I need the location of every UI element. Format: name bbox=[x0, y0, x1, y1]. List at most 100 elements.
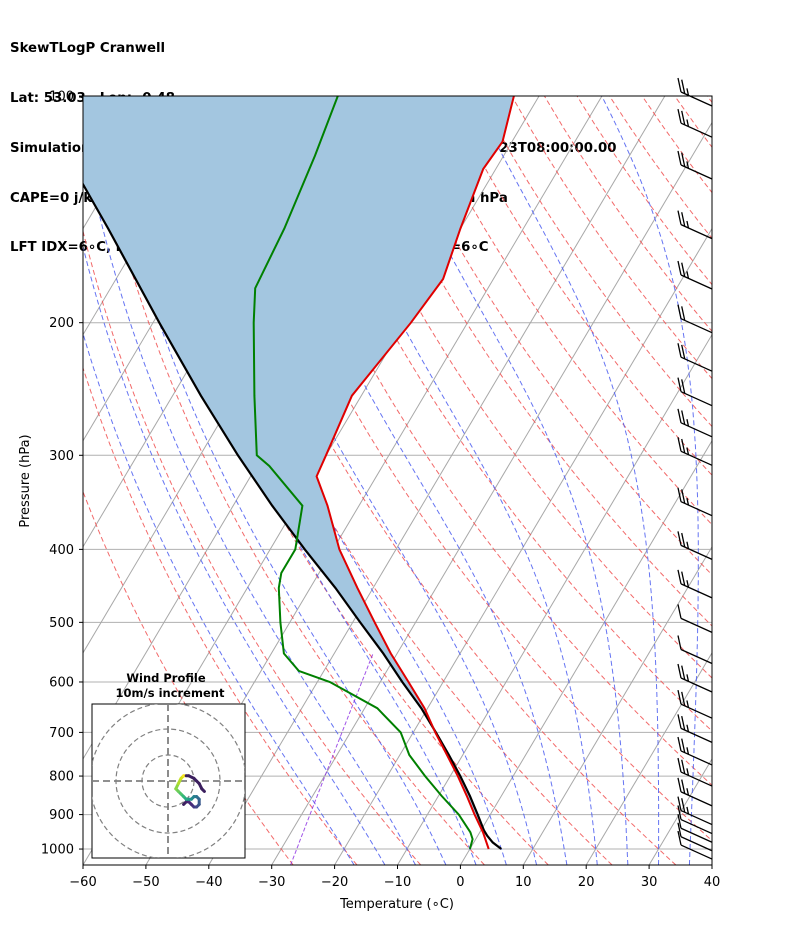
moist-adiabat bbox=[240, 96, 568, 865]
dry-adiabat bbox=[83, 366, 358, 865]
wind-barb bbox=[677, 635, 713, 665]
moist-adiabat bbox=[157, 96, 507, 865]
barb-staff bbox=[680, 750, 713, 766]
wind-barb bbox=[677, 150, 713, 180]
dry-adiabat bbox=[511, 96, 712, 380]
barb-half-flag bbox=[686, 220, 690, 229]
barb-staff bbox=[680, 827, 713, 843]
barb-staff bbox=[680, 836, 713, 852]
barb-staff bbox=[680, 791, 713, 807]
barb-flag bbox=[677, 77, 682, 93]
temperature-profile-line bbox=[315, 96, 515, 850]
barb-flag bbox=[677, 714, 682, 729]
barb-flag bbox=[681, 779, 686, 794]
barb-flag bbox=[677, 822, 682, 837]
y-axis-label: Pressure (hPa) bbox=[18, 434, 33, 527]
barb-flag bbox=[677, 210, 682, 225]
dry-adiabat bbox=[609, 96, 712, 240]
wind-barb bbox=[677, 736, 713, 766]
wind-barb bbox=[677, 408, 713, 438]
barb-flag bbox=[677, 814, 682, 829]
isotherm bbox=[711, 864, 712, 865]
isotherm bbox=[334, 227, 712, 865]
barb-half-flag bbox=[686, 700, 690, 708]
barb-half-flag bbox=[686, 161, 690, 169]
barb-flag bbox=[677, 437, 682, 452]
y-tick-label: 500 bbox=[49, 616, 74, 631]
y-tick-label: 200 bbox=[49, 316, 74, 331]
barb-flag bbox=[681, 262, 686, 277]
barb-flag bbox=[681, 489, 686, 504]
barb-staff bbox=[680, 617, 713, 633]
barb-staff bbox=[680, 809, 713, 826]
dry-adiabat bbox=[348, 96, 712, 627]
x-tick-label: 20 bbox=[578, 875, 595, 890]
x-tick-label: −60 bbox=[69, 875, 96, 890]
y-tick-label: 900 bbox=[49, 808, 74, 823]
barb-flag bbox=[677, 109, 682, 124]
hodograph-segment bbox=[200, 787, 206, 793]
moist-adiabat bbox=[83, 332, 355, 865]
moist-adiabat bbox=[194, 96, 538, 865]
barb-flag bbox=[681, 152, 686, 167]
barb-half-flag bbox=[686, 119, 690, 127]
dry-adiabat bbox=[83, 490, 294, 865]
barb-staff bbox=[680, 771, 713, 787]
x-tick-label: 40 bbox=[704, 875, 721, 890]
isotherm bbox=[585, 651, 712, 865]
barb-flag bbox=[681, 571, 686, 586]
wind-barb bbox=[677, 260, 713, 290]
barb-flag bbox=[681, 738, 686, 753]
x-tick-label: −40 bbox=[195, 875, 222, 890]
wind-barb bbox=[677, 77, 713, 107]
y-tick-label: 800 bbox=[49, 770, 74, 785]
y-tick-label: 600 bbox=[49, 675, 74, 690]
barb-staff bbox=[680, 544, 713, 560]
wind-barb bbox=[677, 531, 713, 560]
barb-staff bbox=[680, 450, 713, 466]
wind-barb bbox=[677, 830, 713, 860]
barb-flag bbox=[681, 798, 686, 813]
barb-flag bbox=[681, 306, 686, 321]
barb-flag bbox=[681, 759, 686, 774]
wind-barb bbox=[677, 343, 713, 372]
wind-barb bbox=[677, 796, 713, 826]
barb-flag bbox=[681, 665, 686, 680]
x-tick-label: 30 bbox=[641, 875, 658, 890]
barb-staff bbox=[680, 356, 713, 372]
barb-flag bbox=[677, 690, 682, 705]
barb-staff bbox=[680, 648, 713, 665]
barb-flag bbox=[677, 777, 682, 793]
barb-flag bbox=[681, 110, 686, 125]
barb-flag bbox=[677, 343, 682, 358]
chart-title: SkewTLogP Cranwell bbox=[10, 41, 166, 57]
x-axis-label: Temperature (∘C) bbox=[339, 897, 454, 912]
dry-adiabat bbox=[185, 96, 677, 865]
barb-half-flag bbox=[686, 541, 690, 549]
dry-adiabat bbox=[576, 96, 712, 286]
moist-adiabat bbox=[83, 244, 386, 865]
x-tick-label: −30 bbox=[258, 875, 285, 890]
barb-flag bbox=[681, 532, 686, 548]
barb-flag bbox=[677, 796, 682, 811]
barb-staff bbox=[680, 501, 713, 517]
dry-adiabat bbox=[543, 96, 712, 333]
barb-staff bbox=[680, 91, 713, 107]
barb-staff bbox=[680, 703, 713, 719]
barb-flag bbox=[677, 408, 682, 423]
y-tick-label: 700 bbox=[49, 726, 74, 741]
moist-adiabat bbox=[373, 96, 629, 865]
dewpoint-profile-line bbox=[252, 96, 474, 850]
barb-flag bbox=[677, 304, 682, 319]
barb-flag bbox=[677, 805, 682, 820]
wind-barb bbox=[677, 604, 713, 633]
mixing-ratio-line bbox=[290, 653, 374, 865]
barb-staff bbox=[680, 391, 713, 407]
dry-adiabat bbox=[218, 96, 712, 842]
dry-adiabat bbox=[446, 96, 712, 476]
barb-staff bbox=[680, 583, 713, 599]
dry-adiabat bbox=[87, 96, 485, 865]
barb-flag bbox=[677, 604, 682, 619]
barb-flag bbox=[677, 377, 682, 392]
y-tick-label: 100 bbox=[49, 90, 74, 105]
